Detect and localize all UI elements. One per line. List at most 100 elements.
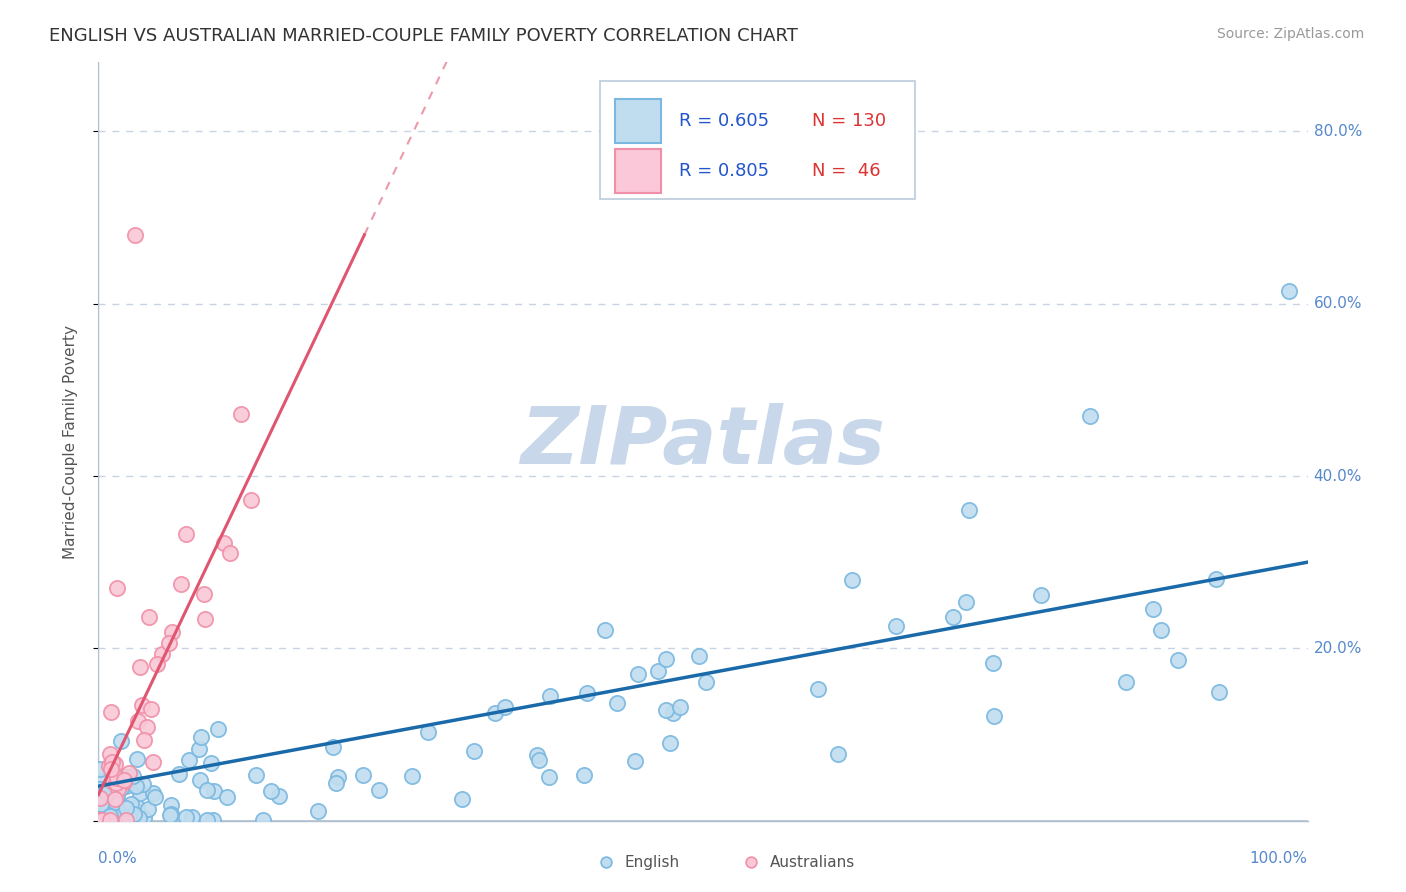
Point [463, 744, 485, 758]
Point [104, 792, 127, 806]
Point [112, 813, 135, 827]
Point [145, 790, 167, 805]
Point [1029, 588, 1052, 602]
Point [1142, 602, 1164, 616]
Point [135, 720, 157, 734]
Point [150, 648, 173, 662]
Point [125, 780, 148, 794]
Point [252, 813, 274, 827]
Point [89, 781, 111, 796]
Text: N =  46: N = 46 [811, 161, 880, 180]
Text: R = 0.605: R = 0.605 [679, 112, 769, 130]
Point [100, 813, 122, 827]
Point [121, 810, 143, 824]
Point [695, 675, 717, 690]
Point [97, 805, 120, 820]
Point [98, 809, 121, 823]
Point [138, 610, 160, 624]
Point [91, 799, 114, 814]
Point [450, 791, 472, 805]
Point [105, 771, 128, 785]
Point [110, 780, 132, 795]
Point [401, 769, 423, 783]
Point [231, 407, 253, 421]
Point [115, 813, 138, 827]
Point [627, 667, 650, 681]
Point [195, 813, 218, 827]
FancyBboxPatch shape [600, 81, 915, 199]
Point [90, 774, 112, 789]
Point [537, 771, 560, 785]
Point [827, 747, 849, 761]
Point [112, 775, 135, 789]
Point [104, 756, 127, 771]
Point [125, 752, 148, 766]
Point [157, 636, 180, 650]
Point [322, 740, 344, 755]
Text: Source: ZipAtlas.com: Source: ZipAtlas.com [1216, 27, 1364, 41]
Point [114, 801, 136, 815]
Point [662, 706, 685, 721]
Text: 20.0%: 20.0% [1313, 640, 1362, 656]
Point [98, 813, 121, 827]
Text: English: English [624, 855, 679, 870]
Point [260, 784, 283, 798]
Point [139, 702, 162, 716]
Text: 80.0%: 80.0% [1313, 124, 1362, 139]
Point [841, 573, 863, 587]
Point [177, 753, 200, 767]
Point [108, 810, 131, 824]
Point [117, 765, 139, 780]
FancyBboxPatch shape [614, 99, 661, 143]
Point [217, 789, 239, 804]
Point [96, 813, 118, 827]
Point [115, 779, 138, 793]
Point [1115, 675, 1137, 690]
Point [740, 861, 762, 875]
Point [90, 813, 112, 827]
Point [181, 810, 204, 824]
Point [97, 759, 120, 773]
Point [107, 790, 129, 805]
Point [200, 756, 222, 770]
Point [169, 766, 191, 780]
Point [121, 810, 143, 824]
Point [655, 651, 678, 665]
Point [101, 755, 124, 769]
Point [110, 780, 132, 794]
Point [112, 773, 135, 788]
Point [494, 700, 516, 714]
Point [94, 800, 117, 814]
Text: ZIPatlas: ZIPatlas [520, 402, 886, 481]
Point [983, 709, 1005, 723]
Point [90, 813, 112, 827]
Point [654, 703, 676, 717]
Text: N = 130: N = 130 [811, 112, 886, 130]
Point [108, 805, 131, 820]
Point [142, 756, 165, 770]
Point [267, 789, 290, 804]
Point [669, 700, 692, 714]
Point [207, 722, 229, 736]
Point [105, 775, 128, 789]
Point [170, 577, 193, 591]
Point [108, 804, 131, 818]
Point [202, 813, 225, 827]
Point [595, 861, 617, 875]
Point [93, 790, 115, 805]
Point [131, 698, 153, 712]
Point [188, 773, 211, 788]
Point [104, 772, 127, 786]
Point [98, 782, 121, 797]
Point [219, 546, 242, 560]
Point [595, 624, 617, 638]
Point [807, 681, 830, 696]
Point [624, 754, 647, 768]
Point [174, 810, 197, 824]
Point [307, 804, 329, 818]
Point [90, 797, 112, 812]
Point [107, 778, 129, 792]
Point [1205, 572, 1227, 586]
Text: R = 0.805: R = 0.805 [679, 161, 769, 180]
Point [159, 808, 181, 822]
